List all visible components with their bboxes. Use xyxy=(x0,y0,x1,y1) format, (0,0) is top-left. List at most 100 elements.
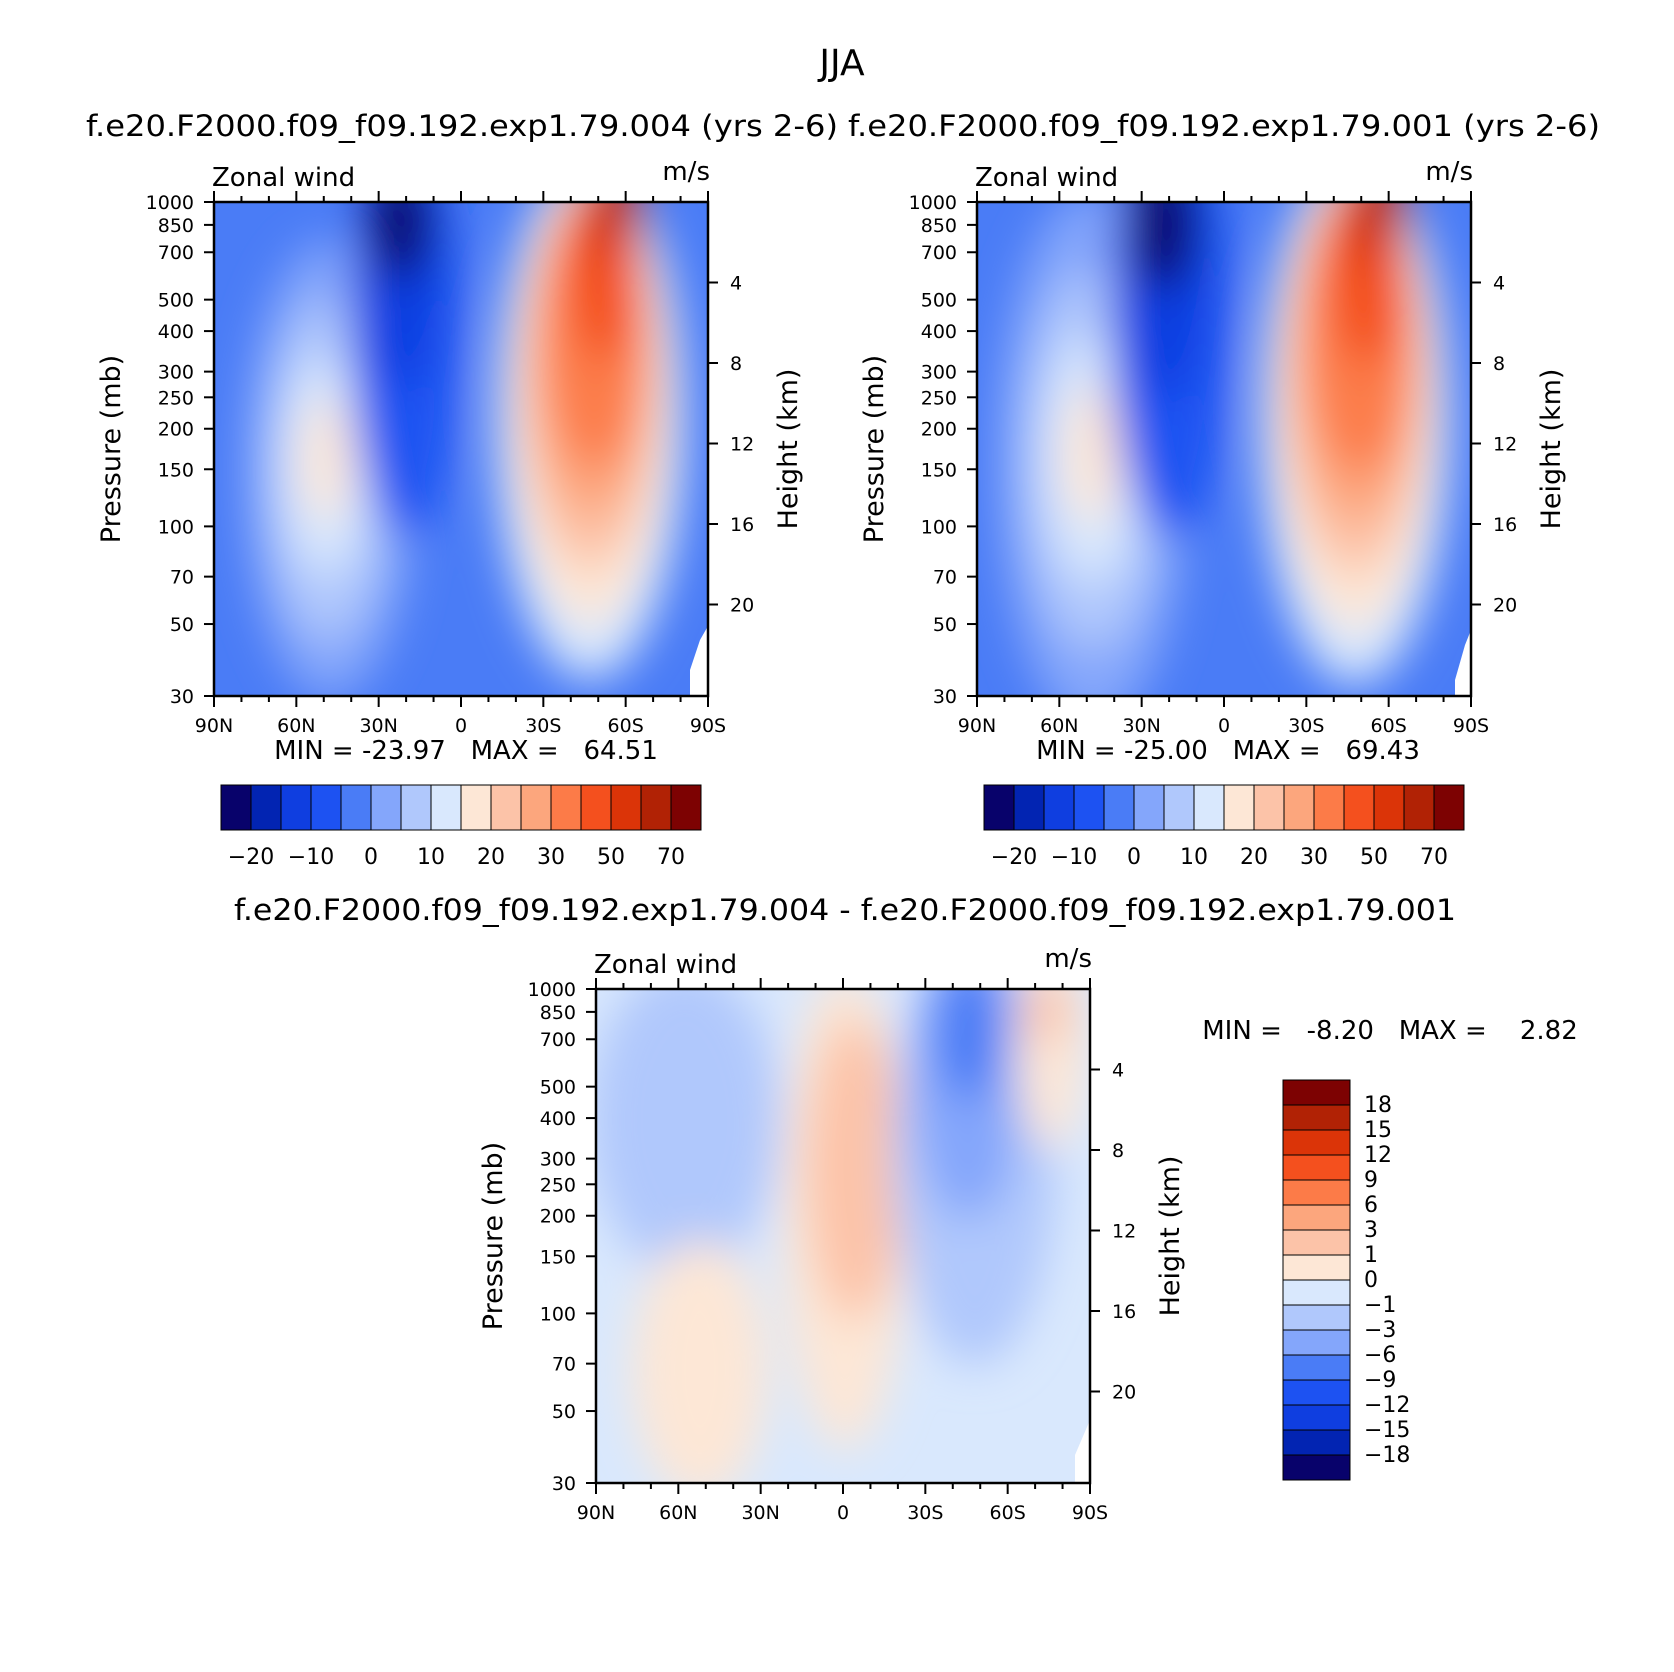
y-right-tick-label: 4 xyxy=(1493,273,1505,295)
y-tick-label: 300 xyxy=(921,362,957,384)
panel-1-colorbar: −20 −10 0 10 20 30 50 70 xyxy=(220,784,702,870)
y-tick-label: 150 xyxy=(921,459,957,481)
colorbar-swatch xyxy=(310,784,342,831)
panel-1-title: f.e20.F2000.f09_f09.192.exp1.79.004 (yrs… xyxy=(86,109,838,143)
panel-1-easterly-core xyxy=(368,202,432,280)
colorbar-swatch xyxy=(610,784,642,831)
y-right-tick-label: 8 xyxy=(1112,1140,1124,1162)
colorbar-swatch xyxy=(1403,784,1435,831)
colorbar-swatch xyxy=(250,784,282,831)
y-tick-label: 500 xyxy=(540,1077,576,1099)
x-tick-label: 60S xyxy=(608,715,644,737)
diff-colorbar-label: −9 xyxy=(1364,1368,1396,1393)
diff-colorbar-label: 0 xyxy=(1364,1268,1378,1293)
colorbar-label: 50 xyxy=(1360,845,1388,870)
colorbar-label: 10 xyxy=(417,845,445,870)
y-tick-label: 300 xyxy=(540,1149,576,1171)
y-right-tick-label: 16 xyxy=(730,514,754,536)
x-tick-label: 30N xyxy=(1122,715,1160,737)
diff-colorbar-label: 3 xyxy=(1364,1218,1378,1243)
y-right-tick-label: 20 xyxy=(1493,595,1517,617)
x-tick-label: 60S xyxy=(990,1502,1026,1524)
diff-colorbar-swatch xyxy=(1282,1379,1351,1406)
x-tick-label: 90N xyxy=(195,715,233,737)
y-tick-label: 500 xyxy=(921,290,957,312)
colorbar-swatch xyxy=(1253,784,1285,831)
y-tick-label: 400 xyxy=(540,1108,576,1130)
x-tick-label: 30S xyxy=(1288,715,1324,737)
y-tick-label: 500 xyxy=(158,290,194,312)
y-tick-label: 400 xyxy=(921,321,957,343)
panel-1-sh-jet-max xyxy=(597,202,633,230)
panel-1: f.e20.F2000.f09_f09.192.exp1.79.004 (yrs… xyxy=(86,109,838,870)
y-right-tick-label: 4 xyxy=(730,273,742,295)
panel-3-min-max: MIN = -8.20 MAX = 2.82 xyxy=(1202,1016,1578,1046)
colorbar-swatch xyxy=(1373,784,1405,831)
x-tick-label: 60N xyxy=(1040,715,1078,737)
diff-colorbar-label: −18 xyxy=(1364,1443,1410,1468)
panel-3-ylabel-right: Height (km) xyxy=(1155,1156,1186,1317)
diff-colorbar-label: −6 xyxy=(1364,1343,1396,1368)
y-tick-label: 850 xyxy=(158,215,194,237)
diff-colorbar-swatch xyxy=(1282,1204,1351,1231)
diff-colorbar-label: −1 xyxy=(1364,1293,1396,1318)
y-tick-label: 1000 xyxy=(528,979,576,1001)
colorbar-swatch xyxy=(580,784,612,831)
panel-3-tropical-positive-core xyxy=(807,1020,903,1320)
y-tick-label: 150 xyxy=(540,1246,576,1268)
colorbar-swatch xyxy=(1133,784,1165,831)
y-tick-label: 850 xyxy=(921,215,957,237)
panel-2-units: m/s xyxy=(1425,157,1473,187)
y-tick-label: 50 xyxy=(552,1401,576,1423)
x-tick-label: 0 xyxy=(1218,715,1230,737)
figure-title: JJA xyxy=(817,43,865,84)
panel-2-ylabel: Pressure (mb) xyxy=(859,355,890,543)
x-tick-label: 90S xyxy=(1072,1502,1108,1524)
panel-1-axes: 90N 60N 30N 0 30S 60S 90S 30 50 70 100 150 200 250 300… xyxy=(146,191,754,737)
colorbar-swatch xyxy=(1193,784,1225,831)
y-right-tick-label: 8 xyxy=(730,353,742,375)
y-tick-label: 700 xyxy=(540,1029,576,1051)
panel-1-ylabel: Pressure (mb) xyxy=(96,355,127,543)
colorbar-swatch xyxy=(460,784,492,831)
y-tick-label: 850 xyxy=(540,1002,576,1024)
y-tick-label: 700 xyxy=(158,242,194,264)
y-right-tick-label: 20 xyxy=(730,595,754,617)
diff-colorbar-label: −15 xyxy=(1364,1418,1410,1443)
diff-colorbar-label: 15 xyxy=(1364,1118,1392,1143)
y-tick-label: 150 xyxy=(158,459,194,481)
colorbar-swatch xyxy=(1283,784,1315,831)
x-tick-label: 90S xyxy=(690,715,726,737)
x-tick-label: 30N xyxy=(359,715,397,737)
colorbar-swatch xyxy=(490,784,522,831)
diff-colorbar-label: −12 xyxy=(1364,1393,1410,1418)
y-tick-label: 250 xyxy=(158,387,194,409)
colorbar-swatch xyxy=(1103,784,1135,831)
y-tick-label: 50 xyxy=(933,614,957,636)
y-right-tick-label: 4 xyxy=(1112,1060,1124,1082)
x-tick-label: 60N xyxy=(659,1502,697,1524)
colorbar-label: 50 xyxy=(597,845,625,870)
diff-colorbar-swatch xyxy=(1282,1304,1351,1331)
panel-2-sh-jet-max xyxy=(1358,202,1398,234)
x-tick-label: 60N xyxy=(277,715,315,737)
panel-3: f.e20.F2000.f09_f09.192.exp1.79.004 - f.… xyxy=(234,893,1578,1524)
panel-1-units: m/s xyxy=(662,157,710,187)
panel-1-missing-data xyxy=(690,626,708,696)
panel-2-ylabel-right: Height (km) xyxy=(1536,369,1567,530)
y-tick-label: 200 xyxy=(158,419,194,441)
y-tick-label: 400 xyxy=(158,321,194,343)
diff-colorbar-swatch xyxy=(1282,1329,1351,1356)
colorbar-swatch xyxy=(220,784,252,831)
panel-1-contour-field xyxy=(214,202,708,696)
colorbar-swatch xyxy=(550,784,582,831)
diff-colorbar-swatch xyxy=(1282,1429,1351,1456)
colorbar-swatch xyxy=(1163,784,1195,831)
y-tick-label: 50 xyxy=(170,614,194,636)
y-tick-label: 1000 xyxy=(909,192,957,214)
diff-colorbar-label: 6 xyxy=(1364,1193,1378,1218)
y-right-tick-label: 12 xyxy=(730,434,754,456)
colorbar-label: −20 xyxy=(228,845,274,870)
